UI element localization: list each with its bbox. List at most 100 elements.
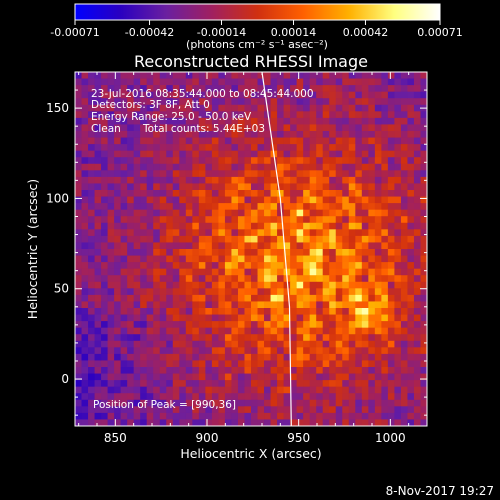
heatmap-cell <box>114 268 122 276</box>
heatmap-cell <box>101 353 108 361</box>
heatmap-cell <box>322 176 330 184</box>
heatmap-cell <box>322 170 330 178</box>
heatmap-cell <box>237 386 245 394</box>
heatmap-cell <box>198 144 206 152</box>
heatmap-cell <box>348 229 356 237</box>
heatmap-cell <box>237 144 245 152</box>
heatmap-cell <box>277 386 284 394</box>
heatmap-cell <box>205 380 213 388</box>
heatmap-cell <box>381 419 389 426</box>
heatmap-cell <box>237 380 245 388</box>
heatmap-cell <box>211 242 219 250</box>
heatmap-cell <box>94 98 102 106</box>
heatmap-cell <box>179 380 187 388</box>
heatmap-cell <box>127 216 135 224</box>
heatmap-cell <box>251 209 258 217</box>
heatmap-cell <box>270 176 278 184</box>
heatmap-cell <box>335 314 343 322</box>
heatmap-cell <box>329 327 337 335</box>
heatmap-cell <box>400 262 408 270</box>
heatmap-cell <box>75 308 82 315</box>
heatmap-cell <box>329 255 337 263</box>
heatmap-cell <box>374 242 382 250</box>
heatmap-cell <box>374 347 382 355</box>
heatmap-cell <box>224 412 232 420</box>
heatmap-cell <box>159 111 167 119</box>
heatmap-cell <box>192 327 200 335</box>
heatmap-cell <box>146 216 154 224</box>
heatmap-cell <box>244 176 252 184</box>
heatmap-cell <box>153 314 161 322</box>
heatmap-cell <box>172 281 180 289</box>
heatmap-cell <box>185 353 193 361</box>
heatmap-cell <box>198 229 206 237</box>
heatmap-cell <box>166 157 174 165</box>
heatmap-cell <box>133 111 141 119</box>
heatmap-cell <box>198 380 206 388</box>
heatmap-cell <box>218 249 226 256</box>
heatmap-cell <box>153 419 161 426</box>
heatmap-cell <box>172 268 180 276</box>
heatmap-cell <box>237 235 245 243</box>
heatmap-cell <box>231 203 239 211</box>
heatmap-cell <box>251 229 258 237</box>
heatmap-cell <box>309 360 317 368</box>
heatmap-cell <box>296 281 304 289</box>
heatmap-cell <box>394 150 402 158</box>
heatmap-cell <box>251 360 258 368</box>
heatmap-cell <box>394 183 402 191</box>
heatmap-cell <box>283 222 291 230</box>
heatmap-cell <box>316 419 324 426</box>
heatmap-cell <box>283 347 291 355</box>
heatmap-cell <box>133 98 141 106</box>
heatmap-cell <box>283 150 291 158</box>
heatmap-cell <box>251 222 258 230</box>
heatmap-cell <box>127 249 135 256</box>
heatmap-cell <box>355 406 363 414</box>
heatmap-cell <box>316 196 324 204</box>
heatmap-cell <box>348 308 356 315</box>
heatmap-cell <box>237 327 245 335</box>
heatmap-cell <box>342 98 350 106</box>
heatmap-cell <box>185 412 193 420</box>
heatmap-cell <box>361 301 369 309</box>
heatmap-cell <box>381 386 389 394</box>
heatmap-cell <box>309 386 317 394</box>
heatmap-cell <box>192 91 200 99</box>
heatmap-cell <box>348 137 356 145</box>
heatmap-cell <box>101 386 108 394</box>
heatmap-cell <box>329 190 337 197</box>
heatmap-cell <box>211 393 219 401</box>
heatmap-cell <box>205 301 213 309</box>
heatmap-cell <box>322 353 330 361</box>
heatmap-cell <box>185 163 193 171</box>
heatmap-cell <box>231 104 239 112</box>
heatmap-cell <box>153 235 161 243</box>
heatmap-cell <box>387 294 395 302</box>
heatmap-cell <box>348 222 356 230</box>
heatmap-cell <box>322 209 330 217</box>
heatmap-cell <box>179 340 187 348</box>
heatmap-cell <box>172 111 180 119</box>
heatmap-cell <box>420 176 427 184</box>
heatmap-cell <box>127 406 135 414</box>
heatmap-cell <box>198 157 206 165</box>
heatmap-cell <box>172 183 180 191</box>
heatmap-cell <box>381 314 389 322</box>
heatmap-cell <box>140 85 148 93</box>
heatmap-cell <box>224 268 232 276</box>
heatmap-cell <box>296 380 304 388</box>
heatmap-cell <box>133 255 141 263</box>
heatmap-cell <box>309 104 317 112</box>
heatmap-cell <box>94 255 102 263</box>
heatmap-cell <box>127 98 135 106</box>
heatmap-cell <box>251 294 258 302</box>
heatmap-cell <box>192 288 200 296</box>
heatmap-cell <box>146 104 154 112</box>
heatmap-cell <box>107 406 115 414</box>
heatmap-cell <box>251 144 258 152</box>
heatmap-cell <box>192 347 200 355</box>
heatmap-cell <box>335 222 343 230</box>
heatmap-cell <box>348 203 356 211</box>
heatmap-cell <box>257 262 265 270</box>
